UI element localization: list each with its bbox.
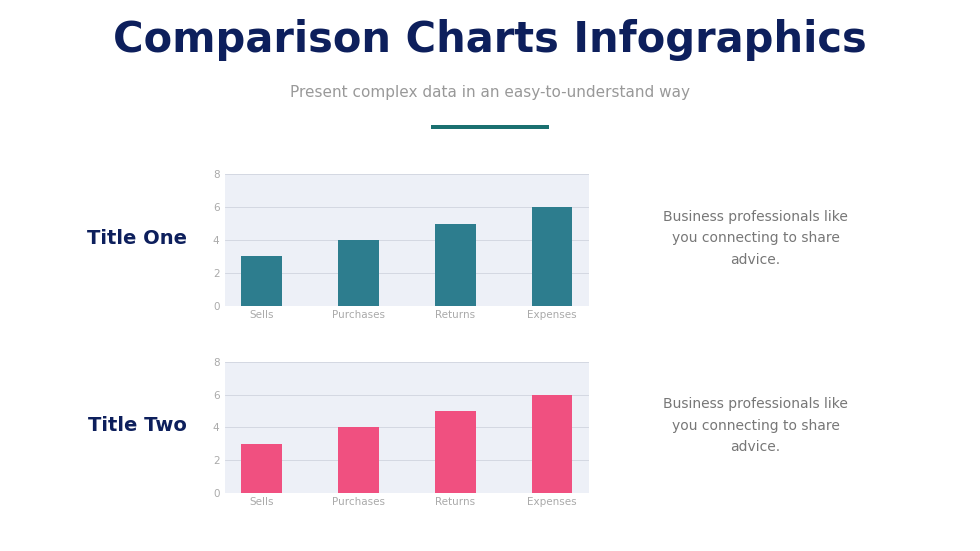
Text: Title One: Title One	[87, 229, 187, 248]
Text: Present complex data in an easy-to-understand way: Present complex data in an easy-to-under…	[290, 85, 690, 100]
Bar	[338, 240, 379, 305]
Text: Comparison Charts Infographics: Comparison Charts Infographics	[113, 19, 867, 61]
Bar	[435, 224, 475, 305]
Bar	[241, 256, 282, 305]
Bar	[532, 207, 572, 305]
Bar	[435, 411, 475, 493]
Text: Title Two: Title Two	[88, 416, 186, 435]
Text: Business professionals like
you connecting to share
advice.: Business professionals like you connecti…	[663, 209, 848, 267]
Bar	[338, 428, 379, 493]
Text: Business professionals like
you connecting to share
advice.: Business professionals like you connecti…	[663, 397, 848, 455]
Bar	[241, 444, 282, 493]
Bar	[532, 395, 572, 493]
